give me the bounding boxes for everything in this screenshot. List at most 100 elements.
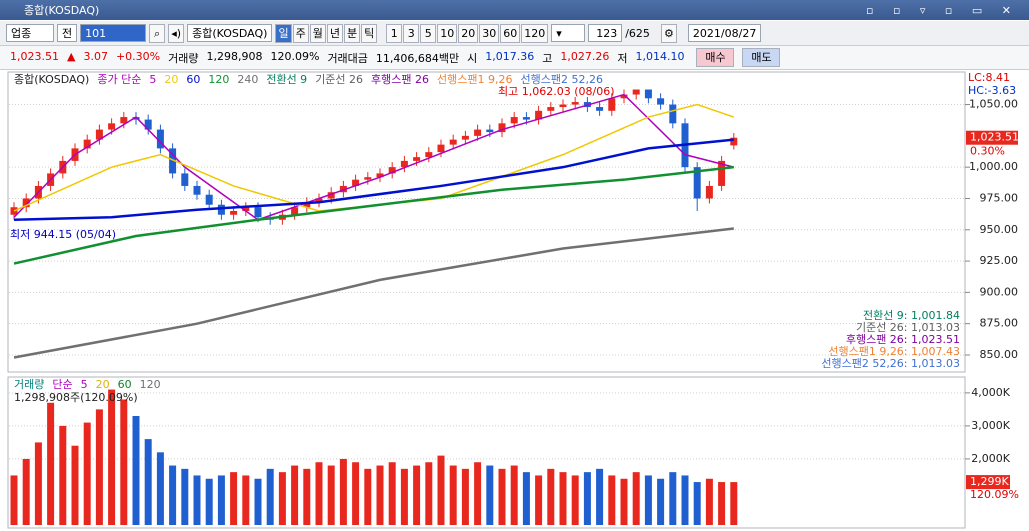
legend-entry: 기준선 26 xyxy=(315,73,363,86)
date-input[interactable]: 2021/08/27 xyxy=(687,24,762,42)
volume-bar xyxy=(400,468,408,525)
period-button[interactable]: 주 xyxy=(292,23,309,43)
y-tick-label: 3,000K xyxy=(971,419,1010,432)
legend-entry: 5 xyxy=(149,73,156,86)
indicator-readout: 전환선 9: 1,001.84 xyxy=(863,309,960,322)
volume-bar xyxy=(535,475,543,525)
candle-body xyxy=(644,89,652,99)
period-button[interactable]: 분 xyxy=(343,23,361,43)
candle-body xyxy=(339,185,347,193)
period-button[interactable]: 월 xyxy=(309,23,326,43)
quote-item: ▲ xyxy=(66,49,76,63)
candle-body xyxy=(669,104,677,124)
interval-button[interactable]: 1 xyxy=(386,23,403,43)
volume-bar xyxy=(657,478,665,525)
sell-button[interactable]: 매도 xyxy=(742,48,781,67)
window-controls[interactable]: ▫ ▫ ▿ ▫ ▭ ✕ xyxy=(866,3,1019,17)
quote-item: 1,014.10 xyxy=(635,49,685,63)
quote-item: 시 xyxy=(467,51,478,65)
candle-body xyxy=(388,167,396,174)
candle-body xyxy=(291,207,299,215)
volume-bar xyxy=(47,402,55,525)
candle-body xyxy=(657,98,665,105)
legend-title: 종합(KOSDAQ) xyxy=(14,73,89,86)
side-label: LC:8.41 xyxy=(968,71,1010,84)
candle-body xyxy=(413,157,421,161)
y-tick-label: 850.00 xyxy=(980,348,1019,361)
count-total: /625 xyxy=(625,26,650,40)
legend-entry: 선행스팬1 9,26 xyxy=(437,73,512,86)
volume-bar xyxy=(681,475,689,525)
legend-entry: 20 xyxy=(164,73,178,86)
interval-button[interactable]: 5 xyxy=(420,23,437,43)
quote-item: +0.30% xyxy=(115,49,161,63)
y-tick-label: 975.00 xyxy=(980,191,1019,204)
period-button[interactable]: 일 xyxy=(275,23,292,43)
interval-button[interactable]: 60 xyxy=(500,23,521,43)
candle-body xyxy=(449,139,457,145)
volume-bar xyxy=(120,399,128,525)
price-pane xyxy=(7,71,966,373)
interval-button[interactable]: 120 xyxy=(521,23,549,43)
volume-bar xyxy=(315,462,323,525)
interval-group: 1 3 5 10 20 30 60 120 xyxy=(386,23,549,43)
last-volume-label: 1,299K xyxy=(970,475,1009,488)
volume-bar xyxy=(376,465,384,525)
buy-button[interactable]: 매수 xyxy=(696,48,735,67)
interval-button[interactable]: 30 xyxy=(479,23,500,43)
interval-button[interactable]: 3 xyxy=(403,23,420,43)
candle-body xyxy=(486,129,494,133)
volume-bar xyxy=(156,452,164,525)
period-button[interactable]: 틱 xyxy=(361,23,378,43)
volume-bar xyxy=(352,462,360,525)
interval-button[interactable]: 10 xyxy=(437,23,458,43)
last-volume-box xyxy=(966,475,1010,490)
legend-entry: 거래량 xyxy=(14,378,44,391)
code-input[interactable]: 101 xyxy=(80,24,147,42)
volume-note: 1,298,908주(120.09%) xyxy=(14,391,138,404)
interval-button[interactable]: 20 xyxy=(458,23,479,43)
volume-bar xyxy=(693,482,701,525)
volume-bar xyxy=(181,468,189,525)
volume-bar xyxy=(205,478,213,525)
volume-bar xyxy=(461,468,469,525)
low-annotation: 최저 944.15 (05/04) xyxy=(10,228,116,241)
quote-item: 저 xyxy=(617,51,628,65)
volume-bar xyxy=(669,472,677,525)
candle-body xyxy=(705,185,713,199)
quote-bar: 1,023.51 ▲ 3.07 +0.30% 거래량 1,298,908 120.09% 거래… xyxy=(0,46,1029,70)
candle-body xyxy=(193,185,201,195)
legend-entry: 후행스팬 26 xyxy=(371,73,429,86)
legend-entry: 5 xyxy=(81,378,88,391)
quote-item: 11,406,684백만 xyxy=(375,51,460,65)
count-input[interactable]: 123 xyxy=(588,24,623,42)
market-select[interactable]: 업종 xyxy=(6,24,54,42)
candle-body xyxy=(83,139,91,149)
candle-body xyxy=(156,129,164,149)
search-button[interactable]: ⌕ xyxy=(149,23,166,43)
candle-body xyxy=(364,177,372,180)
legend-entry: 20 xyxy=(96,378,110,391)
volume-bar xyxy=(303,468,311,525)
candle-body xyxy=(461,135,469,140)
candle-body xyxy=(120,117,128,124)
legend-entry: 120 xyxy=(208,73,229,86)
quote-item: 거래량 xyxy=(168,51,199,65)
candle-body xyxy=(181,173,189,186)
candle-body xyxy=(205,194,213,205)
candle-body xyxy=(217,204,225,215)
period-button[interactable]: 년 xyxy=(326,23,343,43)
tool-button[interactable]: ⚙ xyxy=(660,23,677,43)
sound-button[interactable]: ◂) xyxy=(168,23,185,43)
y-tick-label: 875.00 xyxy=(980,317,1019,330)
candle-body xyxy=(693,167,701,199)
y-tick-label: 1,000.00 xyxy=(969,160,1018,173)
scope-select[interactable]: 전 xyxy=(57,24,78,42)
candle-body xyxy=(315,198,323,203)
interval-dropdown[interactable]: ▾ xyxy=(551,24,586,42)
volume-bar xyxy=(22,458,30,525)
moving-average-line xyxy=(13,138,734,221)
